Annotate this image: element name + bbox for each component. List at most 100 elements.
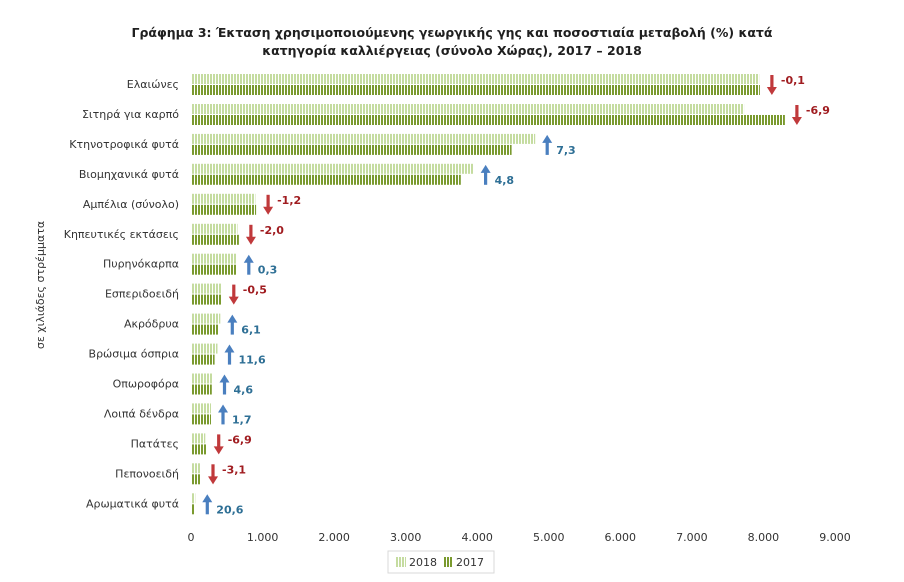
down-arrow-icon: [766, 75, 777, 95]
bar-2017: [191, 234, 239, 245]
x-tick-label: 3.000: [390, 531, 422, 544]
category-label: Πεπονοειδή: [115, 467, 179, 480]
category-label: Σιτηρά για καρπό: [82, 108, 179, 121]
bar-2018: [191, 223, 238, 234]
legend-label-2017: 2017: [456, 556, 484, 569]
category-label: Πατάτες: [131, 437, 179, 450]
change-label: 4,6: [234, 384, 254, 397]
up-arrow-icon: [224, 344, 235, 365]
change-label: -0,5: [243, 284, 267, 297]
change-label: -6,9: [806, 104, 830, 117]
bar-2018: [191, 74, 760, 84]
down-arrow-icon: [213, 434, 224, 455]
x-tick-label: 0: [188, 531, 195, 544]
bar-2017: [191, 354, 215, 365]
up-arrow-icon: [227, 314, 238, 335]
bar-2018: [191, 283, 222, 294]
change-label: -6,9: [228, 433, 252, 446]
down-arrow-icon: [228, 284, 239, 305]
bar-2017: [191, 264, 237, 275]
bar-2018: [191, 253, 237, 264]
legend-swatch-2018: [396, 557, 406, 567]
bar-2017: [191, 174, 461, 185]
category-label: Κτηνοτροφικά φυτά: [69, 138, 179, 151]
bar-2018: [191, 433, 206, 444]
down-arrow-icon: [208, 464, 219, 485]
bar-2017: [191, 324, 219, 335]
chart-title-line-2: κατηγορία καλλιέργειας (σύνολο Χώρας), 2…: [262, 43, 642, 58]
bar-2017: [191, 85, 760, 95]
bar-2017: [191, 294, 222, 305]
bar-2017: [191, 414, 211, 425]
x-tick-label: 4.000: [461, 531, 493, 544]
legend: 2018 2017: [387, 550, 495, 574]
bar-2018: [191, 133, 536, 144]
chart-title-line-1: Γράφημα 3: Έκταση χρησιμοποιούμενης γεωρ…: [132, 25, 773, 40]
x-tick-label: 8.000: [748, 531, 780, 544]
down-arrow-icon: [791, 105, 802, 125]
category-label: Πυρηνόκαρπα: [103, 258, 179, 271]
bar-2018: [191, 193, 256, 204]
x-tick-label: 7.000: [676, 531, 708, 544]
bar-2018: [191, 403, 211, 414]
x-axis-ticks: 0 1.000 2.000 3.000 4.000 5.000 6.000 7.000 8.00…: [188, 531, 851, 544]
legend-box: [387, 550, 495, 574]
category-label: Βρώσιμα όσπρια: [89, 348, 179, 361]
down-arrow-icon: [245, 224, 256, 245]
up-arrow-icon: [243, 254, 254, 275]
bar-2018: [191, 313, 221, 324]
category-label: Ελαιώνες: [127, 78, 179, 91]
change-label: 1,7: [232, 413, 252, 426]
bar-2018: [191, 104, 745, 114]
category-label: Βιομηχανικά φυτά: [79, 168, 179, 181]
change-label: 4,8: [495, 174, 514, 187]
x-tick-label: 1.000: [247, 531, 279, 544]
y-axis-label: σε χιλιάδες στρέμματα: [34, 221, 47, 349]
bar-2017: [191, 384, 212, 395]
up-arrow-icon: [202, 494, 213, 515]
bar-2018: [191, 493, 196, 504]
change-label: -0,1: [781, 74, 805, 87]
x-tick-label: 2.000: [318, 531, 350, 544]
x-tick-label: 6.000: [605, 531, 637, 544]
bar-2018: [191, 163, 474, 174]
bar-2018: [191, 343, 218, 354]
change-label: 7,3: [556, 144, 576, 157]
up-arrow-icon: [542, 134, 553, 155]
category-label: Αμπέλια (σύνολο): [83, 198, 179, 211]
legend-label-2018: 2018: [409, 556, 437, 569]
bar-2017: [191, 204, 257, 215]
x-tick-label: 9.000: [819, 531, 851, 544]
down-arrow-icon: [263, 194, 274, 215]
change-label: 6,1: [241, 324, 260, 337]
change-label: -3,1: [222, 463, 246, 476]
category-label: Αρωματικά φυτά: [86, 497, 179, 510]
category-labels: Ελαιώνες Σιτηρά για καρπό Κτηνοτροφικά φυτ…: [64, 78, 180, 510]
change-label: -1,2: [277, 194, 301, 207]
category-label: Οπωροφόρα: [113, 378, 179, 391]
bar-2018: [191, 373, 213, 384]
change-label: 0,3: [258, 264, 278, 277]
category-label: Λοιπά δένδρα: [104, 407, 179, 420]
bars-layer: [191, 74, 785, 515]
bar-2017: [191, 504, 195, 515]
category-label: Κηπευτικές εκτάσεις: [64, 228, 179, 241]
x-tick-label: 5.000: [533, 531, 565, 544]
change-label: 11,6: [239, 354, 266, 367]
category-label: Εσπεριδοειδή: [105, 288, 179, 301]
bar-2018: [191, 463, 201, 474]
up-arrow-icon: [480, 164, 491, 185]
bar-2017: [191, 144, 512, 155]
change-label: 20,6: [216, 503, 243, 516]
bar-2017: [191, 115, 785, 125]
change-label: -2,0: [260, 224, 284, 237]
up-arrow-icon: [219, 374, 230, 395]
legend-swatch-2017: [443, 557, 453, 567]
bar-2017: [191, 474, 201, 485]
change-annotations: -0,1 -6,9 7,3 4,8 -1,2 -2,0 0,3 -0,5 6,1 11,6 4,6 1…: [202, 74, 830, 516]
category-label: Ακρόδρυα: [124, 318, 179, 331]
bar-2017: [191, 444, 207, 455]
up-arrow-icon: [218, 404, 229, 425]
